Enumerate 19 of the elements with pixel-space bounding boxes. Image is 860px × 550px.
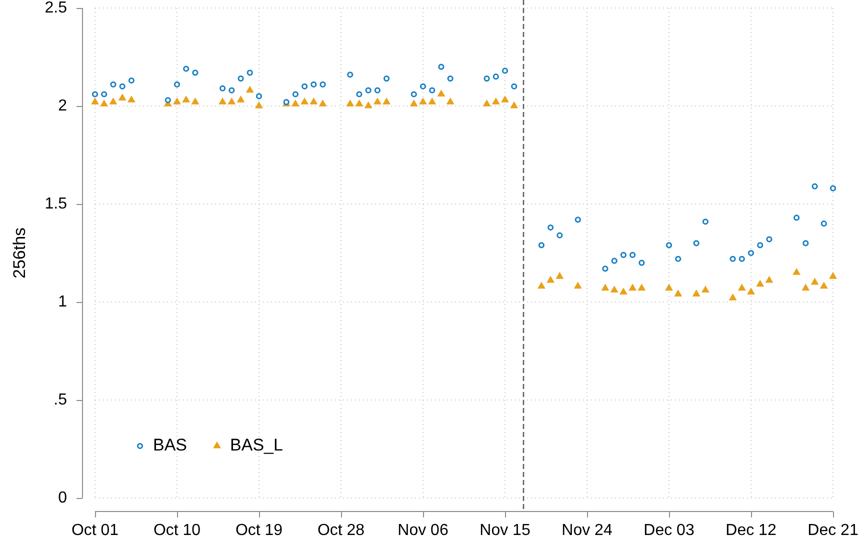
x-tick-label: Oct 10 — [153, 522, 201, 540]
x-tick-label: Dec 12 — [726, 522, 776, 540]
x-tick-label: Oct 19 — [235, 522, 283, 540]
y-tick-label: 2.5 — [44, 0, 68, 16]
x-tick-label: Nov 06 — [398, 522, 448, 540]
y-tick-label: 1 — [58, 293, 68, 310]
x-tick-label: Nov 15 — [480, 522, 530, 540]
y-tick-label: 0 — [58, 489, 68, 506]
x-tick-label: Dec 21 — [808, 522, 858, 540]
y-axis-title: 256ths — [10, 227, 29, 279]
legend-label: BAS — [153, 436, 188, 455]
x-tick-label: Oct 01 — [71, 522, 119, 540]
y-tick-label: 2 — [58, 97, 68, 114]
x-tick-label: Oct 28 — [317, 522, 365, 540]
x-tick-label: Nov 24 — [562, 522, 612, 540]
x-tick-label: Dec 03 — [644, 522, 694, 540]
legend-label: BAS_L — [230, 436, 283, 455]
y-tick-label: 1.5 — [44, 195, 68, 212]
y-tick-label: .5 — [54, 391, 68, 408]
